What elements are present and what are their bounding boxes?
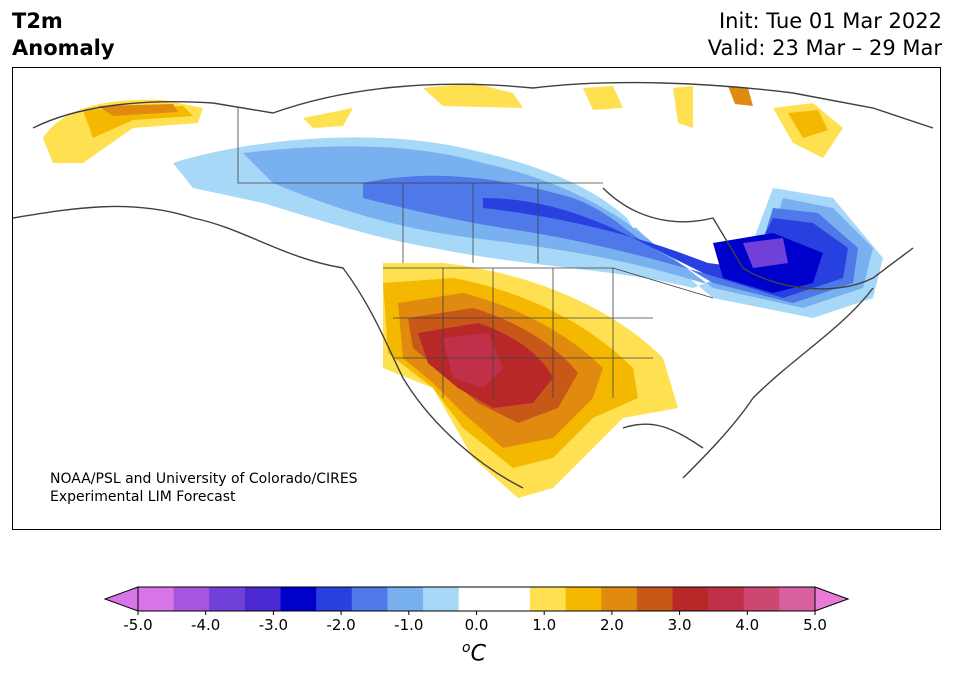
colorbar-cells [138,587,816,611]
credit-line-1: NOAA/PSL and University of Colorado/CIRE… [50,471,358,487]
arctic-warm-5 [788,110,828,138]
colorbar-cell [138,587,175,611]
colorbar-tick-label: -2.0 [326,616,355,634]
title-line-2: Anomaly [12,36,115,60]
colorbar-over-arrow [814,586,850,612]
colorbar-cell [636,587,673,611]
us-warm-peak [443,333,503,388]
map-panel: NOAA/PSL and University of Colorado/CIRE… [12,67,941,530]
alaska-warm-peak [98,104,178,116]
unit-degree: o [462,640,471,656]
colorbar-cell [316,587,353,611]
credit-text: NOAA/PSL and University of Colorado/CIRE… [50,470,358,506]
unit-label: oC [462,640,486,666]
colorbar-tick-label: 1.0 [532,616,556,634]
colorbar-cell [423,587,460,611]
init-date: Init: Tue 01 Mar 2022 [718,9,942,33]
colorbar-cell [209,587,246,611]
arctic-warm-1 [423,83,523,108]
anomaly-map [13,81,934,498]
map-title: T2m Anomaly [12,8,115,62]
colorbar-tick-label: 2.0 [600,616,624,634]
colorbar-tick-label: -4.0 [191,616,220,634]
colorbar-cell [173,587,210,611]
colorbar-under-arrow [103,586,139,612]
colorbar-tick-label: 4.0 [735,616,759,634]
colorbar-tick-label: 5.0 [803,616,827,634]
colorbar-cell [601,587,638,611]
colorbar-cell [743,587,780,611]
colorbar-cell [565,587,602,611]
borders [237,108,714,398]
colorbar-cell [244,587,282,611]
colorbar-cell [494,587,531,611]
colorbar-cell [779,587,816,611]
arctic-warm-7 [673,86,693,128]
colorbar-cell [529,587,567,611]
colorbar-tick-label: -5.0 [123,616,152,634]
colorbar-tick-label: 0.0 [465,616,489,634]
colorbar-cell [708,587,745,611]
unit-base: C [470,641,486,667]
coastlines [13,81,934,489]
colorbar-tick-label: 3.0 [668,616,692,634]
title-line-1: T2m [12,9,63,33]
colorbar-cell [672,587,709,611]
cold-peak [743,238,788,268]
colorbar-tick-label: -1.0 [394,616,423,634]
valid-range: Valid: 23 Mar – 29 Mar [707,36,942,60]
colorbar: -5.0 -4.0 -3.0 -2.0 -1.0 0.0 1.0 2.0 3.0 4.0 5.0 [103,586,850,634]
colorbar-cell [387,587,424,611]
colorbar-tick-label: -3.0 [259,616,288,634]
colorbar-cell [351,587,388,611]
colorbar-cell [280,587,317,611]
arctic-warm-6 [728,86,753,106]
arctic-warm-3 [583,86,623,110]
date-info: Init: Tue 01 Mar 2022 Valid: 23 Mar – 29… [708,8,942,62]
colorbar-cell [458,587,495,611]
colorbar-ticks: -5.0 -4.0 -3.0 -2.0 -1.0 0.0 1.0 2.0 3.0 4.0 5.0 [123,611,827,634]
credit-line-2: Experimental LIM Forecast [50,489,236,505]
arctic-warm-2 [303,108,353,128]
hudson-clear [603,168,663,228]
